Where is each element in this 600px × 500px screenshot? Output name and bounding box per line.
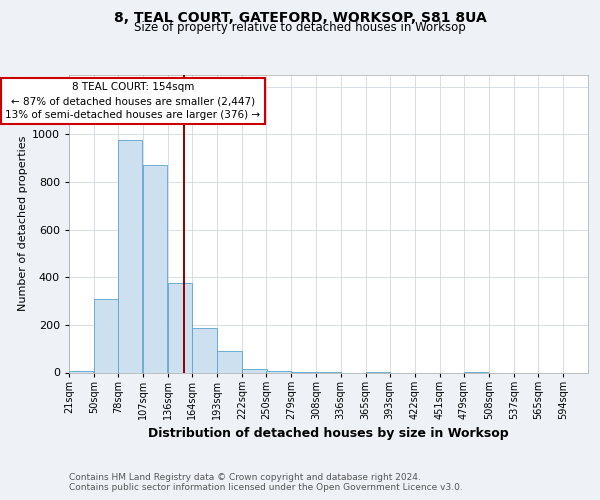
Text: Contains public sector information licensed under the Open Government Licence v3: Contains public sector information licen… — [69, 484, 463, 492]
Bar — [118, 140, 142, 372]
Text: 8, TEAL COURT, GATEFORD, WORKSOP, S81 8UA: 8, TEAL COURT, GATEFORD, WORKSOP, S81 8U… — [113, 11, 487, 25]
Bar — [192, 328, 217, 372]
Bar — [143, 166, 167, 372]
Y-axis label: Number of detached properties: Number of detached properties — [17, 136, 28, 312]
Bar — [242, 369, 266, 372]
Bar — [168, 283, 193, 372]
Bar — [217, 351, 242, 372]
X-axis label: Distribution of detached houses by size in Worksop: Distribution of detached houses by size … — [148, 428, 509, 440]
Text: 8 TEAL COURT: 154sqm
← 87% of detached houses are smaller (2,447)
13% of semi-de: 8 TEAL COURT: 154sqm ← 87% of detached h… — [5, 82, 260, 120]
Text: Contains HM Land Registry data © Crown copyright and database right 2024.: Contains HM Land Registry data © Crown c… — [69, 474, 421, 482]
Text: Size of property relative to detached houses in Worksop: Size of property relative to detached ho… — [134, 22, 466, 35]
Bar — [94, 298, 118, 372]
